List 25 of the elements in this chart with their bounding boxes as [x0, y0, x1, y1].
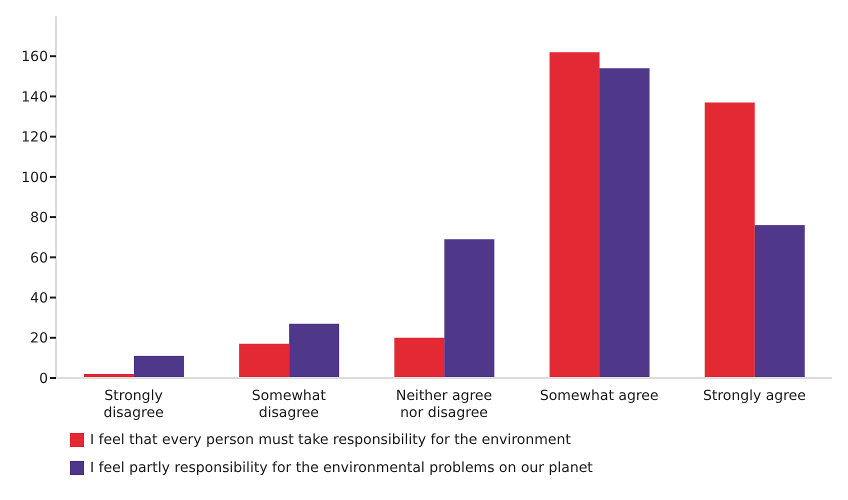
- y-tick-label: 80: [30, 210, 48, 226]
- bar: [600, 68, 650, 378]
- x-tick-label: Strongly agree: [702, 388, 806, 404]
- legend-label: I feel that every person must take responsibility for the environment: [90, 432, 571, 448]
- y-tick-label: 100: [21, 170, 48, 186]
- x-tick-label: Somewhat agree: [540, 388, 659, 404]
- x-tick-label: Neither agree nor disagree: [396, 388, 492, 421]
- y-tick-label: 40: [30, 290, 48, 307]
- y-tick-label: 160: [21, 49, 48, 66]
- bar: [394, 338, 444, 378]
- y-tick-label: 140: [21, 89, 48, 106]
- bar: [444, 239, 494, 378]
- y-tick-label: 20: [30, 330, 48, 347]
- bar: [550, 52, 600, 378]
- bar: [754, 225, 805, 378]
- y-tick-label: 120: [21, 130, 48, 146]
- legend-label: I feel partly responsibility for the environmental problems on our planet: [90, 460, 593, 476]
- bar: [704, 102, 755, 378]
- bar: [289, 324, 340, 378]
- x-tick-label: Strongly disagree: [103, 388, 164, 421]
- bar: [239, 344, 290, 378]
- y-tick-label: 60: [30, 250, 48, 266]
- bar: [134, 356, 184, 378]
- y-tick-label: 0: [39, 370, 48, 387]
- x-tick-label: Somewhat disagree: [252, 388, 326, 421]
